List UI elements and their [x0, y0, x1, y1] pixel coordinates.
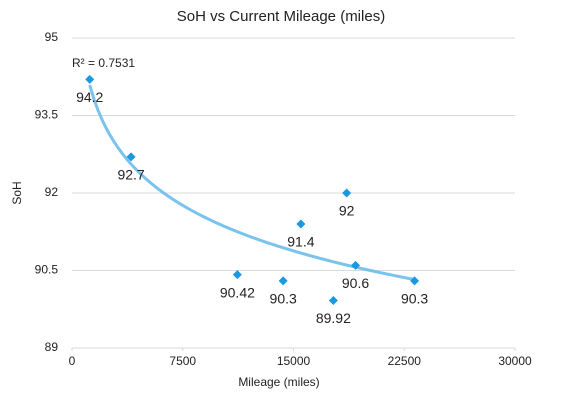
r-squared: R² = 0.7531 — [72, 56, 135, 70]
y-tick-label: 95 — [45, 30, 59, 44]
y-tick-label: 92 — [45, 185, 59, 199]
point — [351, 260, 361, 270]
x-tick-label: 30000 — [498, 354, 532, 368]
trendline — [88, 84, 415, 282]
point — [328, 295, 338, 305]
chart-title: SoH vs Current Mileage (miles) — [177, 8, 385, 25]
x-tick-label: 0 — [69, 354, 76, 368]
point — [232, 270, 242, 280]
data-label: 91.4 — [287, 234, 314, 250]
data-label: 89.92 — [316, 310, 351, 326]
data-label: 94.2 — [76, 89, 103, 105]
data-label: 92 — [339, 203, 355, 219]
x-tick-label: 15000 — [277, 354, 311, 368]
point — [278, 276, 288, 286]
point — [85, 74, 95, 84]
data-label: 90.42 — [220, 284, 255, 300]
point — [410, 276, 420, 286]
y-tick-label: 89 — [45, 340, 59, 354]
point — [342, 188, 352, 198]
data-label: 92.7 — [117, 167, 144, 183]
x-tick-label: 7500 — [169, 354, 196, 368]
data-label: 90.6 — [342, 275, 369, 291]
x-axis-label: Mileage (miles) — [238, 375, 319, 389]
data-label: 90.3 — [401, 291, 428, 307]
y-axis-label: SoH — [10, 181, 24, 204]
point — [296, 219, 306, 229]
y-tick-label: 90.5 — [35, 263, 59, 277]
y-tick-label: 93.5 — [35, 108, 59, 122]
data-label: 90.3 — [270, 291, 297, 307]
point — [126, 152, 136, 162]
x-tick-label: 22500 — [388, 354, 422, 368]
